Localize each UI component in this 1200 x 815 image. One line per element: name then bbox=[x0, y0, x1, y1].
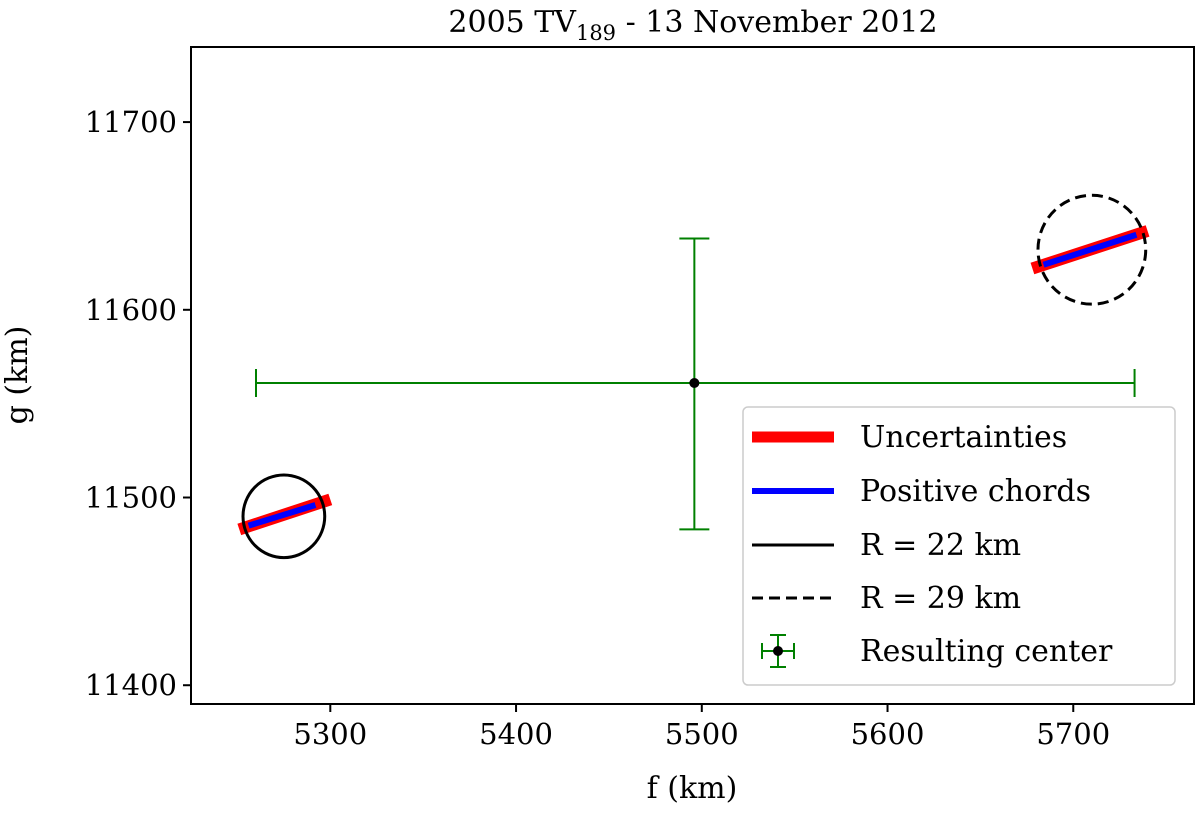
x-tick-label: 5700 bbox=[1036, 717, 1110, 751]
x-tick-label: 5300 bbox=[293, 717, 367, 751]
x-axis: 5300 5400 5500 5600 5700 bbox=[293, 704, 1110, 751]
x-tick-label: 5400 bbox=[479, 717, 553, 751]
chart-title-main: 2005 TV bbox=[448, 5, 577, 40]
legend: Uncertainties Positive chords R = 22 km R =… bbox=[742, 406, 1176, 686]
x-tick-label: 5600 bbox=[851, 717, 925, 751]
legend-handle-errorbar-dot bbox=[773, 646, 783, 656]
positive-chord bbox=[247, 502, 317, 529]
legend-box bbox=[742, 406, 1176, 686]
chart-title-suffix: - 13 November 2012 bbox=[616, 5, 938, 40]
y-tick-label: 11700 bbox=[85, 105, 177, 139]
y-tick-label: 11400 bbox=[85, 668, 177, 702]
x-axis-label: f (km) bbox=[647, 771, 738, 806]
y-tick-label: 11500 bbox=[85, 481, 177, 515]
legend-label: Resulting center bbox=[860, 634, 1113, 669]
legend-label: Positive chords bbox=[860, 474, 1091, 509]
limb-fit-solid bbox=[241, 473, 327, 560]
chart-title: 2005 TV189 - 13 November 2012 bbox=[448, 5, 937, 45]
y-axis: 11400 11500 11600 11700 bbox=[85, 105, 191, 702]
y-tick-label: 11600 bbox=[85, 293, 177, 327]
legend-label: R = 22 km bbox=[860, 528, 1021, 563]
legend-label: Uncertainties bbox=[860, 420, 1067, 455]
x-tick-label: 5500 bbox=[665, 717, 739, 751]
plot-content bbox=[237, 193, 1150, 560]
plot-frame bbox=[190, 46, 1195, 705]
positive-chord bbox=[1042, 231, 1138, 268]
chart-title-subscript: 189 bbox=[576, 21, 616, 45]
legend-label: R = 29 km bbox=[860, 581, 1021, 616]
y-axis-label: g (km) bbox=[0, 326, 35, 425]
center-marker bbox=[689, 378, 700, 389]
